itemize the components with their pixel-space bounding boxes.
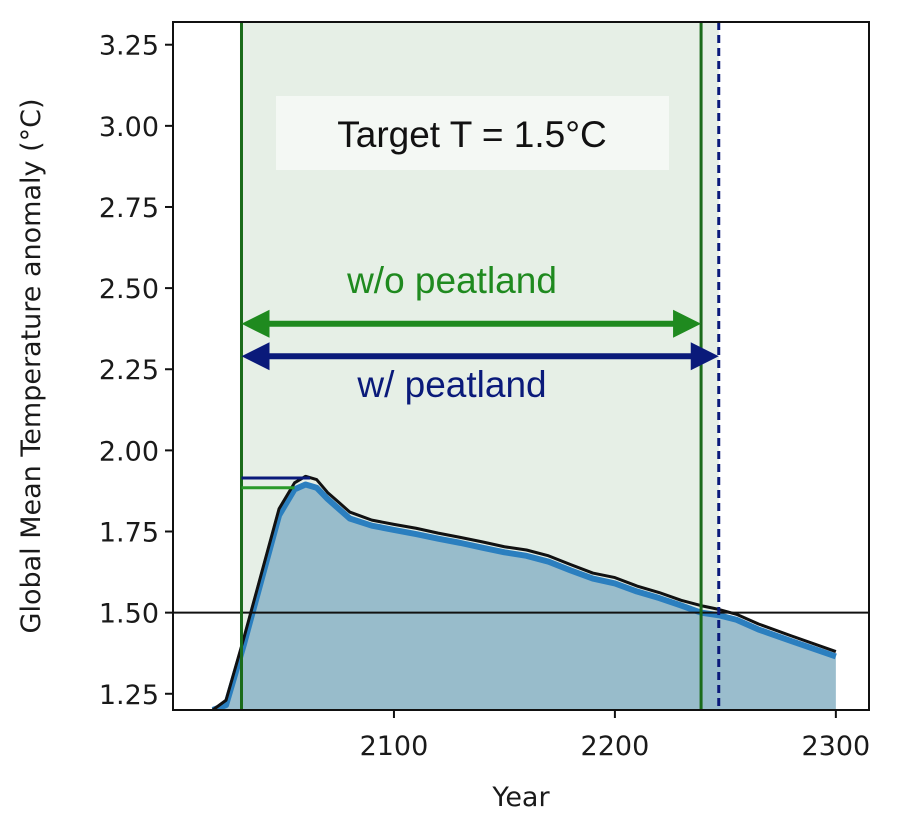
target-label: Target T = 1.5°C bbox=[337, 114, 607, 155]
y-axis-title: Global Mean Temperature anomaly (°C) bbox=[16, 99, 47, 634]
plot-frame bbox=[172, 21, 870, 711]
y-tick-label: 3.25 bbox=[99, 31, 159, 62]
x-tick-label: 2300 bbox=[801, 731, 870, 762]
y-tick-label: 2.75 bbox=[99, 193, 159, 224]
area-fill bbox=[212, 484, 836, 710]
green-arrow-label: w/o peatland bbox=[346, 260, 557, 301]
x-tick-label: 2200 bbox=[581, 731, 650, 762]
green-arrow-head-left bbox=[241, 309, 270, 338]
series-line-w-o-peatland bbox=[211, 481, 837, 710]
y-tick-label: 3.00 bbox=[99, 112, 159, 143]
y-tick-label: 1.75 bbox=[99, 518, 159, 549]
y-tick-label: 1.25 bbox=[99, 680, 159, 711]
blue-arrow-label: w/ peatland bbox=[356, 364, 546, 405]
x-axis-title: Year bbox=[491, 782, 550, 813]
blue-arrow-head-right bbox=[690, 342, 719, 371]
y-tick-label: 2.50 bbox=[99, 274, 159, 305]
x-tick-label: 2100 bbox=[360, 731, 429, 762]
target-label-box bbox=[276, 96, 669, 170]
blue-arrow-head-left bbox=[241, 342, 270, 371]
green-arrow-head-right bbox=[673, 309, 702, 338]
y-tick-label: 2.00 bbox=[99, 436, 159, 467]
y-tick-label: 1.50 bbox=[99, 599, 159, 630]
y-tick-label: 2.25 bbox=[99, 355, 159, 386]
